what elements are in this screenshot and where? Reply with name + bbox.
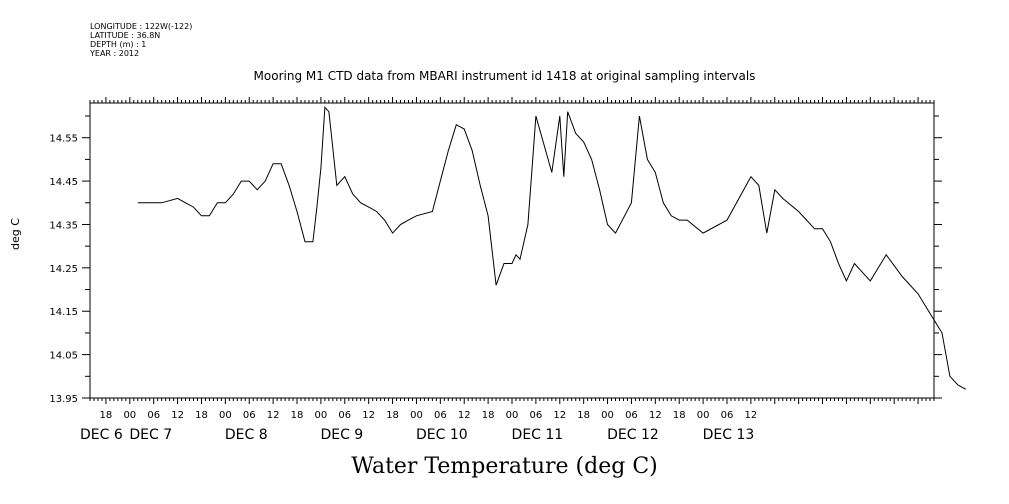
- x-date-label: DEC 9: [320, 427, 363, 443]
- x-date-label: DEC 11: [512, 427, 564, 443]
- x-hour-label: 18: [291, 410, 304, 421]
- x-date-label: DEC 6: [80, 427, 123, 443]
- y-tick-label: 13.95: [49, 394, 78, 405]
- x-hour-label: 00: [410, 410, 423, 421]
- year-label: YEAR : 2012: [90, 49, 140, 58]
- x-date-label: DEC 8: [225, 427, 268, 443]
- x-hour-label: 06: [721, 410, 734, 421]
- x-hour-label: 12: [458, 410, 471, 421]
- depth-label: DEPTH (m) : 1: [90, 40, 147, 49]
- x-hour-label: 00: [601, 410, 614, 421]
- x-date-label: DEC 10: [416, 427, 468, 443]
- y-tick-label: 14.45: [49, 177, 78, 188]
- x-hour-label: 18: [386, 410, 399, 421]
- latitude-label: LATITUDE : 36.8N: [90, 31, 161, 40]
- x-hour-label: 06: [243, 410, 256, 421]
- x-date-label: DEC 13: [703, 427, 755, 443]
- temperature-series-line: [137, 106, 967, 390]
- x-hour-label: 06: [434, 410, 447, 421]
- x-hour-label: 06: [625, 410, 638, 421]
- x-hour-label: 00: [123, 410, 136, 421]
- y-tick-label: 14.15: [49, 307, 78, 318]
- x-hour-label: 12: [171, 410, 184, 421]
- x-hour-label: 06: [530, 410, 543, 421]
- x-hour-label: 12: [553, 410, 566, 421]
- y-tick-label: 14.55: [49, 134, 78, 145]
- x-date-label: DEC 7: [129, 427, 172, 443]
- x-date-label: DEC 12: [607, 427, 659, 443]
- x-hour-label: 12: [362, 410, 375, 421]
- x-hour-label: 00: [697, 410, 710, 421]
- x-hour-label: 12: [745, 410, 758, 421]
- x-hour-label: 06: [147, 410, 160, 421]
- tick-marks: [82, 97, 942, 404]
- longitude-label: LONGITUDE : 122W(-122): [90, 22, 193, 31]
- x-hour-label: 18: [482, 410, 495, 421]
- y-tick-label: 14.05: [49, 351, 78, 362]
- y-tick-label: 14.35: [49, 220, 78, 231]
- x-hour-label: 18: [577, 410, 590, 421]
- x-hour-label: 12: [267, 410, 280, 421]
- x-hour-label: 00: [315, 410, 328, 421]
- x-hour-label: 00: [219, 410, 232, 421]
- x-hour-label: 06: [338, 410, 351, 421]
- x-hour-label: 18: [673, 410, 686, 421]
- x-axis-label: Water Temperature (deg C): [351, 454, 658, 479]
- tick-labels: 14.55 14.45 14.35 14.25 14.15 14.05 13.95 18 00 0…: [49, 134, 757, 443]
- x-hour-label: 18: [195, 410, 208, 421]
- y-tick-label: 14.25: [49, 264, 78, 275]
- x-hour-label: 18: [100, 410, 113, 421]
- chart-title: Mooring M1 CTD data from MBARI instrumen…: [253, 69, 756, 83]
- x-hour-label: 12: [649, 410, 662, 421]
- plot-frame: [89, 102, 935, 399]
- x-hour-label: 00: [506, 410, 519, 421]
